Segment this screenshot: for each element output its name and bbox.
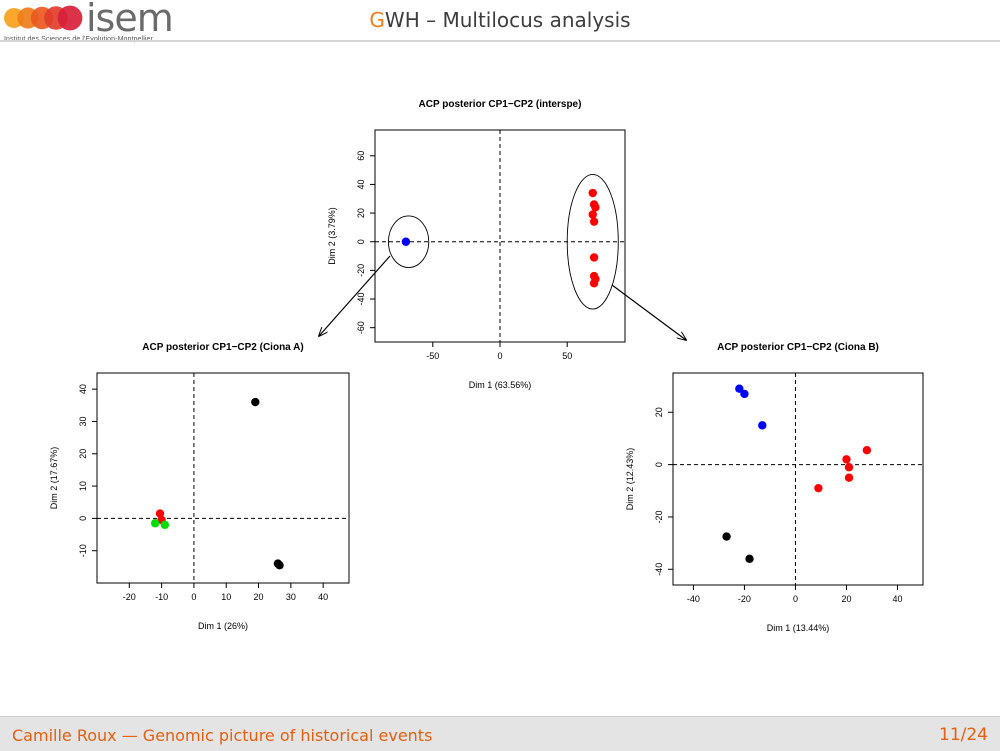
x-tick-label: -10 xyxy=(155,592,168,602)
arrow-to-ciona-b xyxy=(611,284,686,340)
data-point xyxy=(814,483,823,493)
y-axis-label: Dim 2 (3.79%) xyxy=(327,207,337,265)
header-rule xyxy=(0,40,1000,42)
y-tick-label: 0 xyxy=(356,239,366,244)
y-tick-label: 40 xyxy=(356,179,366,189)
x-tick-label: 10 xyxy=(221,592,231,602)
y-tick-label: -60 xyxy=(356,321,366,334)
x-tick-label: 0 xyxy=(793,594,798,604)
chart-ciona-a: ACP posterior CP1−CP2 (Ciona A) -20 -10 0 10… xyxy=(49,342,350,631)
x-tick-label: -50 xyxy=(426,351,439,361)
x-axis-label: Dim 1 (26%) xyxy=(198,621,248,631)
data-point xyxy=(735,384,744,393)
x-tick-label: -20 xyxy=(738,594,751,604)
x-tick-label: 0 xyxy=(191,592,196,602)
slide-title-accent: G xyxy=(369,8,385,32)
y-axis-label: Dim 2 (12.43%) xyxy=(625,448,635,511)
x-tick-label: 20 xyxy=(841,594,851,604)
y-tick-label: 20 xyxy=(654,407,664,417)
cluster-ellipse xyxy=(387,215,430,268)
plot-frame xyxy=(672,372,924,586)
y-tick-label: 20 xyxy=(78,449,88,459)
x-tick-label: 40 xyxy=(892,594,902,604)
x-tick-label: -20 xyxy=(123,592,136,602)
data-point xyxy=(842,455,851,464)
chart-interspe: ACP posterior CP1−CP2 (interspe) -50 0 50 -6… xyxy=(327,99,626,390)
slide-header: isem Institut des Sciences de l'Evolutio… xyxy=(0,0,1000,44)
data-point xyxy=(589,279,599,288)
x-tick-label: 50 xyxy=(562,351,572,361)
slide-title-text: WH – Multilocus analysis xyxy=(384,8,631,32)
data-point xyxy=(401,237,411,246)
x-tick-label: 20 xyxy=(254,592,264,602)
y-tick-label: -10 xyxy=(78,544,88,557)
logo-dot xyxy=(57,5,83,31)
footer-text: Camille Roux — Genomic picture of histor… xyxy=(12,726,433,745)
data-point xyxy=(589,253,599,262)
data-point xyxy=(251,397,260,407)
data-point xyxy=(591,203,600,212)
isem-logo: isem xyxy=(4,0,174,40)
y-tick-label: 20 xyxy=(356,208,366,218)
x-tick-label: 30 xyxy=(286,592,296,602)
slide-footer: Camille Roux — Genomic picture of histor… xyxy=(0,716,1000,751)
data-point xyxy=(589,217,599,226)
chart-title: ACP posterior CP1−CP2 (Ciona B) xyxy=(717,342,879,353)
y-tick-label: 40 xyxy=(78,384,88,394)
data-point xyxy=(862,446,872,455)
y-tick-label: 60 xyxy=(356,151,366,161)
y-tick-label: -20 xyxy=(654,510,664,523)
page-number: 11/24 xyxy=(939,725,988,745)
data-point xyxy=(150,519,160,528)
data-point xyxy=(160,520,170,530)
x-axis-label: Dim 1 (13.44%) xyxy=(767,623,830,633)
slide-title: GWH – Multilocus analysis xyxy=(0,8,1000,32)
y-tick-label: -40 xyxy=(356,293,366,306)
data-point xyxy=(588,188,597,198)
x-tick-label: 0 xyxy=(497,351,502,361)
data-point xyxy=(844,463,854,472)
chart-title: ACP posterior CP1−CP2 (interspe) xyxy=(419,99,582,110)
logo-tagline: Institut des Sciences de l'Evolution-Mon… xyxy=(4,36,153,43)
y-tick-label: -20 xyxy=(356,264,366,277)
data-point xyxy=(155,509,165,518)
data-point xyxy=(758,421,767,430)
data-point xyxy=(588,210,597,219)
data-point xyxy=(844,473,854,482)
data-point xyxy=(740,389,749,399)
logo-text: isem xyxy=(86,0,173,40)
data-point xyxy=(275,561,284,570)
chart-ciona-b: ACP posterior CP1−CP2 (Ciona B) -40 -20 0 20… xyxy=(625,342,924,633)
data-point xyxy=(745,554,754,564)
y-tick-label: 30 xyxy=(78,416,88,426)
y-tick-label: 10 xyxy=(78,481,88,491)
chart-title: ACP posterior CP1−CP2 (Ciona A) xyxy=(142,342,303,353)
x-tick-label: -40 xyxy=(687,594,700,604)
arrow-to-ciona-a xyxy=(319,255,391,336)
y-tick-label: 0 xyxy=(654,462,664,467)
y-tick-label: -40 xyxy=(654,563,664,576)
plot-frame xyxy=(96,372,350,584)
data-point xyxy=(722,532,731,541)
charts-area: ACP posterior CP1−CP2 (interspe) -50 0 50 -6… xyxy=(49,99,924,633)
x-axis-label: Dim 1 (63.56%) xyxy=(469,380,532,390)
cluster-ellipse xyxy=(566,173,619,310)
y-tick-label: 0 xyxy=(78,516,88,521)
x-tick-label: 40 xyxy=(318,592,328,602)
y-axis-label: Dim 2 (17.67%) xyxy=(49,447,59,510)
